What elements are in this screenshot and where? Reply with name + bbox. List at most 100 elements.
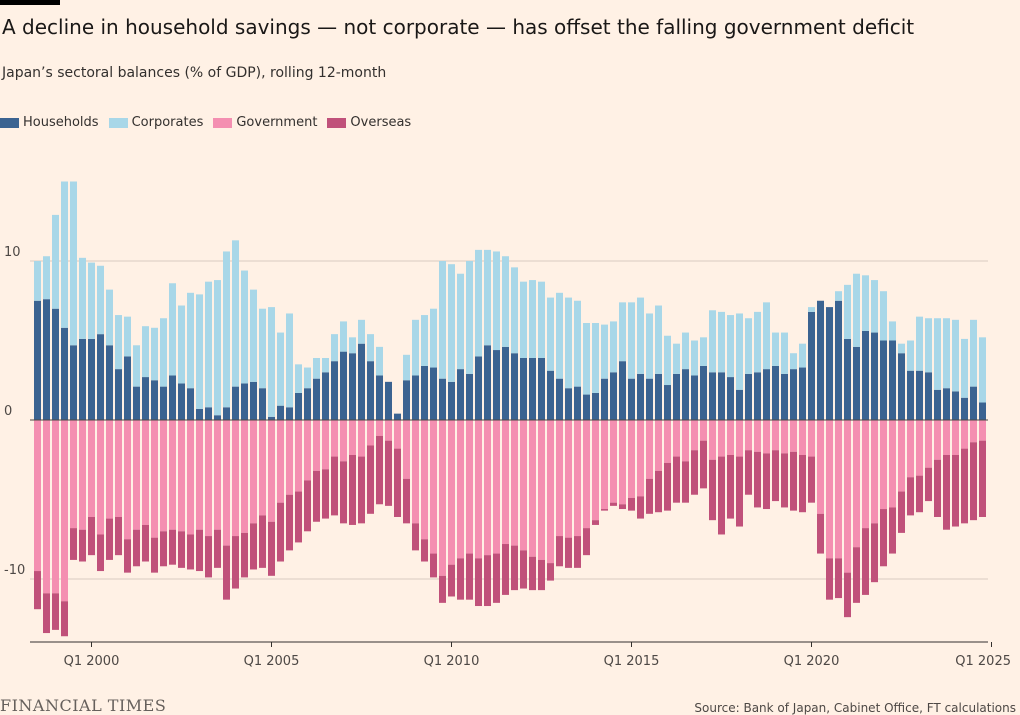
bar-households [394,413,401,420]
bar-households [385,381,392,420]
bar-government [439,420,446,576]
bar-overseas [817,513,824,554]
bar-households [592,392,599,420]
bar-government [538,420,545,560]
bar-government [52,420,59,594]
bar-overseas [889,507,896,554]
bar-households [259,388,266,420]
bar-households [754,372,761,420]
bar-overseas [430,553,437,578]
bar-overseas [637,496,644,519]
bar-corporates [763,302,770,370]
bar-overseas [124,539,131,573]
bar-households [268,416,275,420]
bar-corporates [367,334,374,362]
bar-corporates [349,337,356,354]
bar-overseas [385,440,392,506]
bar-households [52,308,59,420]
bar-households [655,373,662,420]
bar-households [628,378,635,420]
bar-government [574,420,581,537]
bar-households [952,391,959,420]
bar-households [835,300,842,420]
bar-overseas [709,459,716,521]
bar-overseas [610,502,617,506]
bar-government [268,420,275,522]
bar-overseas [160,531,167,567]
chart-title: A decline in household savings — not cor… [2,15,915,39]
bar-overseas [934,459,941,517]
bar-overseas [592,520,599,525]
bar-corporates [637,297,644,374]
bar-households [295,392,302,420]
bar-households [124,356,131,420]
bar-overseas [151,537,158,573]
bar-corporates [718,311,725,373]
bar-government [295,420,302,492]
bar-overseas [268,521,275,576]
x-tick-label: Q1 2015 [604,654,660,669]
bar-corporates [646,313,653,379]
bar-households [529,357,536,420]
bar-overseas [772,450,779,502]
bar-overseas [403,478,410,524]
bar-households [34,300,41,420]
bar-corporates [493,251,500,351]
bar-government [880,420,887,510]
bar-overseas [466,553,473,600]
bar-households [538,357,545,420]
bar-households [61,327,68,420]
bar-government [763,420,770,454]
bar-overseas [61,601,68,637]
bar-overseas [682,461,689,503]
bar-corporates [898,343,905,354]
bar-government [619,420,626,505]
bar-households [934,389,941,420]
bar-government [241,420,248,533]
bar-overseas [169,529,176,565]
bar-corporates [889,321,896,341]
bar-corporates [727,315,734,378]
bar-households [349,353,356,420]
bar-overseas [574,536,581,568]
bar-overseas [457,558,464,600]
bar-overseas [493,553,500,603]
bar-overseas [241,532,248,578]
bar-overseas [835,558,842,599]
bar-overseas [142,524,149,562]
bar-government [547,420,554,564]
bar-overseas [448,564,455,597]
bar-government [799,420,806,455]
bar-overseas [259,515,266,568]
bar-households [214,415,221,420]
bar-overseas [304,480,311,532]
bar-overseas [331,456,338,516]
bar-corporates [304,367,311,389]
bar-overseas [187,534,194,570]
bar-overseas [880,509,887,567]
bar-government [970,420,977,443]
bar-government [358,420,365,457]
bar-households [682,369,689,420]
bar-households [781,373,788,420]
bar-government [286,420,293,495]
bar-corporates [844,284,851,339]
bar-households [826,307,833,420]
bar-households [565,388,572,420]
bar-government [466,420,473,554]
bar-overseas [358,456,365,524]
y-tick-label: 0 [4,404,12,419]
bar-overseas [43,593,50,634]
bar-corporates [295,364,302,393]
bar-corporates [538,281,545,358]
bar-corporates [592,323,599,393]
bar-overseas [718,456,725,535]
bars [34,181,986,637]
bar-government [916,420,923,476]
bar-overseas [844,572,851,618]
bar-government [862,420,869,529]
bar-overseas [79,529,86,562]
bar-households [403,380,410,420]
bar-overseas [52,593,59,630]
bar-overseas [925,467,932,502]
